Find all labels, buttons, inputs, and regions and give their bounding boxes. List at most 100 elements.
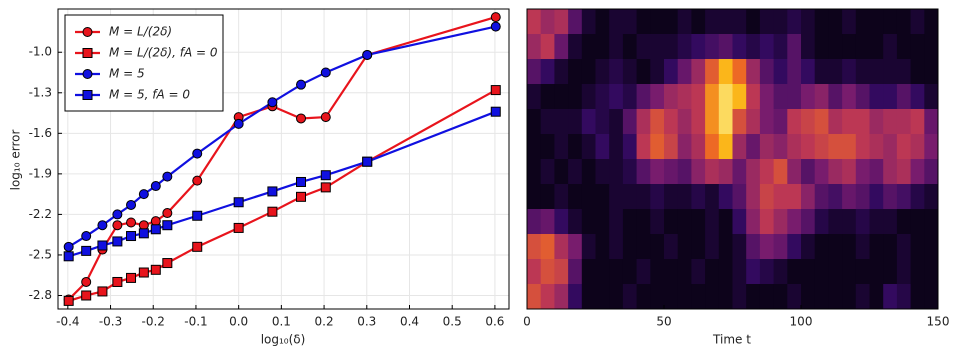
heatmap-cell bbox=[814, 134, 829, 160]
heatmap-cell bbox=[746, 284, 761, 310]
heatmap-cell bbox=[718, 159, 733, 185]
heatmap-cell bbox=[636, 209, 651, 235]
square-marker bbox=[267, 206, 278, 217]
heatmap-cell bbox=[718, 34, 733, 60]
heatmap-cell bbox=[828, 59, 843, 85]
heatmap-cell bbox=[746, 134, 761, 160]
heatmap-cell bbox=[801, 234, 816, 260]
legend-label: M = L/(2δ) bbox=[109, 25, 172, 39]
heatmap-cell bbox=[855, 234, 870, 260]
heatmap-cell bbox=[609, 134, 624, 160]
circle-marker bbox=[150, 181, 161, 192]
heatmap-cell bbox=[650, 234, 665, 260]
heatmap-cell bbox=[595, 84, 610, 110]
heatmap-cell bbox=[595, 184, 610, 210]
heatmap-cell bbox=[883, 209, 898, 235]
heatmap-cell bbox=[540, 9, 555, 35]
heatmap-cell bbox=[650, 59, 665, 85]
heatmap-cell bbox=[664, 109, 679, 135]
heatmap-cell bbox=[787, 84, 802, 110]
heatmap-cell bbox=[759, 34, 774, 60]
heatmap-cell bbox=[664, 159, 679, 185]
heatmap-cell bbox=[527, 134, 542, 160]
y-tick-label: -1.6 bbox=[29, 126, 52, 140]
heatmap-cell bbox=[595, 159, 610, 185]
heatmap-cell bbox=[636, 84, 651, 110]
square-marker bbox=[97, 286, 108, 297]
heatmap-cell bbox=[581, 259, 596, 285]
heatmap-cell bbox=[746, 84, 761, 110]
square-marker bbox=[126, 272, 137, 283]
heatmap-cell bbox=[855, 259, 870, 285]
heatmap-cell bbox=[636, 9, 651, 35]
heatmap-cell bbox=[718, 259, 733, 285]
heatmap-cell bbox=[718, 134, 733, 160]
heatmap-cell bbox=[801, 59, 816, 85]
heatmap-cell bbox=[705, 34, 720, 60]
heatmap-cell bbox=[773, 209, 788, 235]
heatmap-cell bbox=[855, 159, 870, 185]
circle-marker bbox=[267, 97, 278, 108]
heatmap-cell bbox=[732, 84, 747, 110]
heatmap-cell bbox=[883, 259, 898, 285]
heatmap-cell bbox=[910, 9, 925, 35]
heatmap-cell bbox=[787, 234, 802, 260]
heatmap-cell bbox=[869, 209, 884, 235]
heatmap-cell bbox=[896, 109, 911, 135]
heatmap-cell bbox=[636, 184, 651, 210]
heatmap-cell bbox=[773, 9, 788, 35]
heatmap-cell bbox=[609, 109, 624, 135]
square-marker bbox=[112, 236, 123, 247]
square-marker bbox=[63, 251, 74, 262]
heatmap-cell bbox=[718, 84, 733, 110]
heatmap-cell bbox=[842, 59, 857, 85]
square-marker bbox=[150, 264, 161, 275]
heatmap-cell bbox=[581, 209, 596, 235]
heatmap-cell bbox=[540, 234, 555, 260]
heatmap-cell bbox=[568, 59, 583, 85]
heatmap-cell bbox=[568, 109, 583, 135]
heatmap-cell bbox=[568, 209, 583, 235]
y-tick-label: -2.2 bbox=[29, 207, 52, 221]
heatmap-cell bbox=[568, 184, 583, 210]
heatmap-cell bbox=[568, 9, 583, 35]
heatmap-cell bbox=[650, 184, 665, 210]
circle-marker bbox=[192, 148, 203, 159]
heatmap-cell bbox=[677, 234, 692, 260]
heatmap-cell bbox=[622, 259, 637, 285]
heatmap-cell bbox=[705, 184, 720, 210]
heatmap-cell bbox=[554, 234, 569, 260]
heatmap-cell bbox=[540, 34, 555, 60]
heatmap-cell bbox=[924, 159, 939, 185]
heatmap-cell bbox=[855, 209, 870, 235]
heatmap-cell bbox=[732, 34, 747, 60]
heatmap-cell bbox=[527, 234, 542, 260]
heatmap-cell bbox=[828, 184, 843, 210]
heatmap-cell bbox=[773, 284, 788, 310]
heatmap-cell bbox=[924, 134, 939, 160]
heatmap-cell bbox=[869, 84, 884, 110]
heatmap-cell bbox=[540, 259, 555, 285]
heatmap-cell bbox=[595, 134, 610, 160]
heatmap-cell bbox=[855, 184, 870, 210]
heatmap-cell bbox=[910, 109, 925, 135]
heatmap-cell bbox=[677, 134, 692, 160]
plot-frame bbox=[526, 8, 939, 310]
heatmap-cell bbox=[910, 184, 925, 210]
heatmap-cell bbox=[677, 184, 692, 210]
heatmap-cell bbox=[595, 284, 610, 310]
heatmap-cell bbox=[540, 109, 555, 135]
heatmap-cell bbox=[636, 284, 651, 310]
heatmap-cell bbox=[568, 159, 583, 185]
y-tick-label: -2.8 bbox=[29, 288, 52, 302]
heatmap-cell bbox=[691, 259, 706, 285]
x-tick-label: -0.4 bbox=[56, 315, 79, 329]
heatmap-cell bbox=[910, 134, 925, 160]
heatmap-cell bbox=[595, 109, 610, 135]
square-marker bbox=[126, 231, 137, 242]
heatmap-cell bbox=[636, 234, 651, 260]
heatmap-cell bbox=[787, 209, 802, 235]
heatmap-cell bbox=[691, 234, 706, 260]
heatmap-cell bbox=[814, 284, 829, 310]
heatmap-cell bbox=[540, 59, 555, 85]
